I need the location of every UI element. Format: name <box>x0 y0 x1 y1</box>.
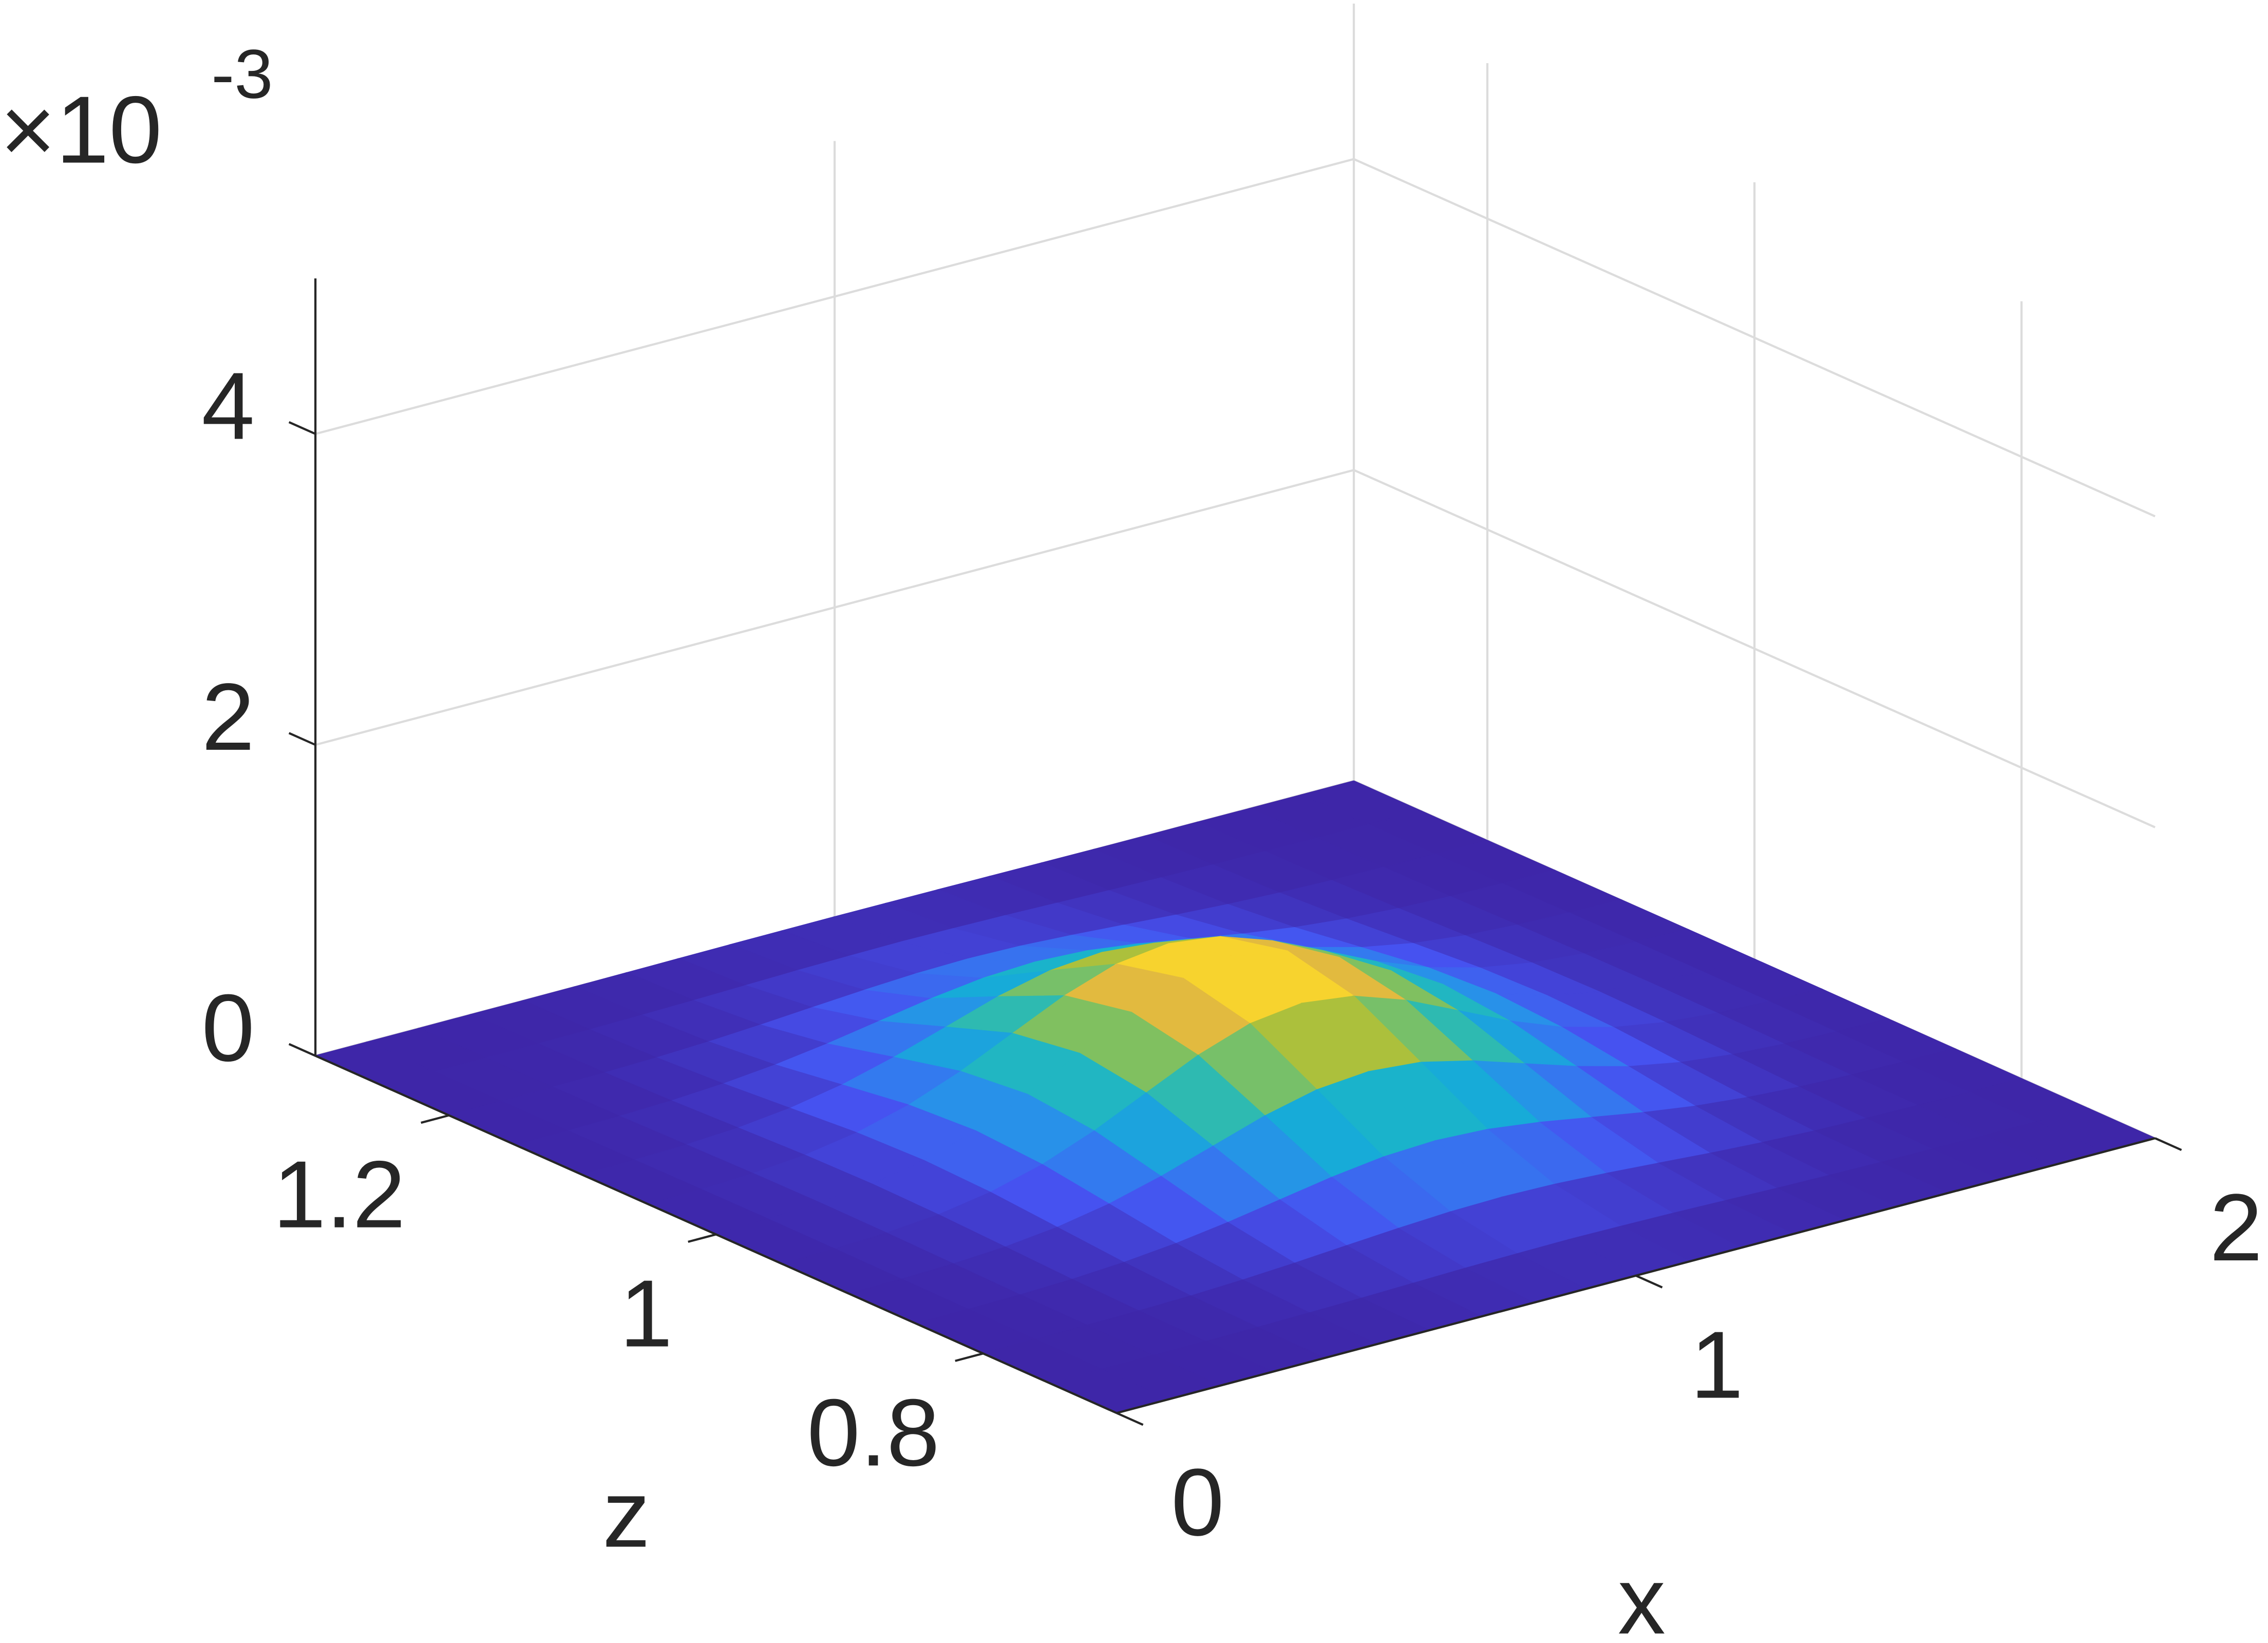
y-tick <box>288 1043 316 1057</box>
x-tick <box>2154 1137 2182 1151</box>
z-axis-label: z <box>602 1461 650 1568</box>
exponent-power: -3 <box>211 35 273 113</box>
x-axis-label: x <box>1618 1548 1666 1643</box>
x-tick-label: 0 <box>1171 1449 1224 1556</box>
y-tick-label: 2 <box>201 664 254 770</box>
z-tick <box>955 1352 984 1362</box>
grid-line <box>315 468 2156 828</box>
x-tick <box>1116 1412 1144 1426</box>
y-tick <box>288 732 316 746</box>
z-tick <box>421 1114 449 1124</box>
grid-line <box>315 158 2156 518</box>
surface <box>313 780 2157 1414</box>
z-tick <box>688 1233 716 1243</box>
x-tick-label: 1 <box>1690 1312 1743 1418</box>
z-tick-label: 0.8 <box>807 1380 939 1486</box>
exponent-base: ×10 <box>0 77 162 183</box>
z-tick-label: 1.2 <box>273 1142 405 1248</box>
y-tick-label: 0 <box>201 975 254 1081</box>
x-tick-label: 2 <box>2209 1175 2262 1281</box>
x-tick <box>1635 1274 1663 1289</box>
z-tick-label: 1 <box>619 1261 672 1367</box>
y-tick-label: 4 <box>201 353 254 459</box>
y-tick <box>288 421 316 435</box>
